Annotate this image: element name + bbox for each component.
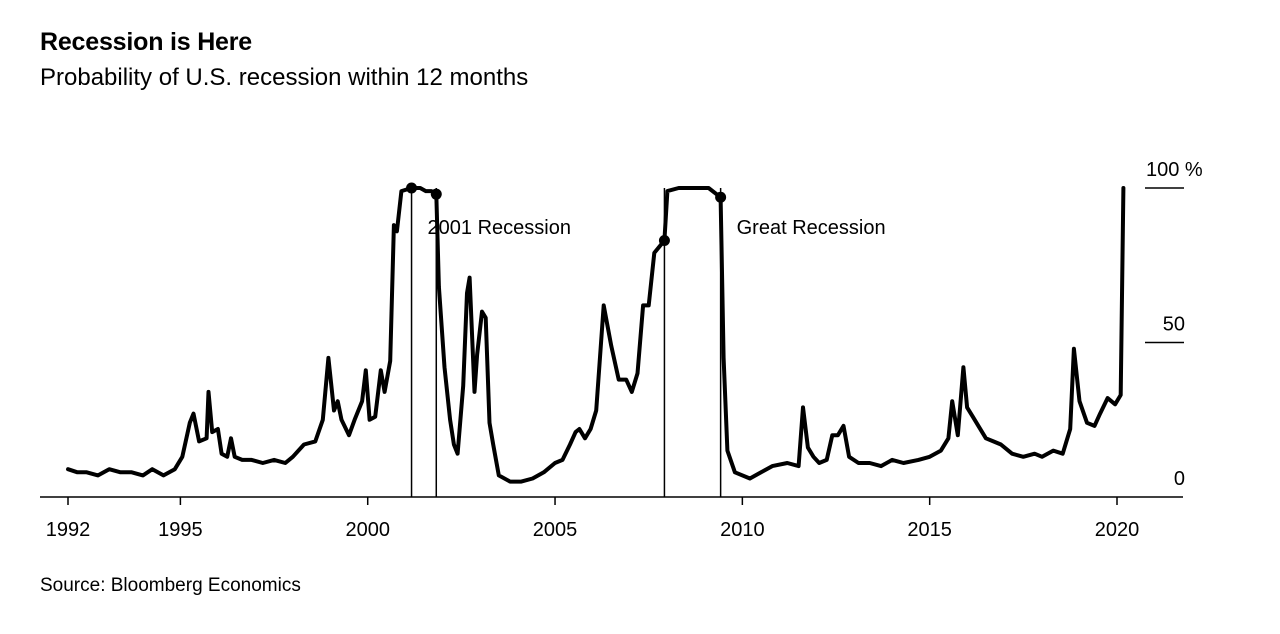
- recession-labels: 2001 Recession Great Recession: [428, 217, 886, 239]
- series-line: [66, 186, 1126, 484]
- series-layer: [66, 182, 1126, 484]
- source-note: Source: Bloomberg Economics: [40, 575, 301, 596]
- recession-1-end-dot: [430, 188, 442, 200]
- x-tick-label: 1995: [158, 519, 203, 541]
- chart-subtitle: Probability of U.S. recession within 12 …: [40, 64, 529, 91]
- recession-1-start-dot: [406, 182, 418, 194]
- x-tick-label: 2015: [907, 519, 952, 541]
- recession-2-end-dot: [715, 191, 727, 203]
- y-axis: 0 50 100 %: [1145, 159, 1203, 490]
- chart-title: Recession is Here: [40, 28, 252, 56]
- recession-2-start-dot: [658, 235, 670, 247]
- x-tick-label: 1992: [46, 519, 91, 541]
- y-tick-label: 100 %: [1146, 159, 1203, 181]
- x-tick-label: 2005: [533, 519, 578, 541]
- recession-label: Great Recession: [737, 217, 886, 239]
- x-tick-label: 2000: [345, 519, 390, 541]
- x-tick-label: 2020: [1095, 519, 1140, 541]
- y-tick-label: 50: [1163, 314, 1185, 336]
- y-tick-label: 0: [1174, 468, 1185, 490]
- recession-label: 2001 Recession: [428, 217, 571, 239]
- x-axis: 1992 1995 2000 2005 2010 2015 2020: [40, 496, 1183, 541]
- x-tick-label: 2010: [720, 519, 765, 541]
